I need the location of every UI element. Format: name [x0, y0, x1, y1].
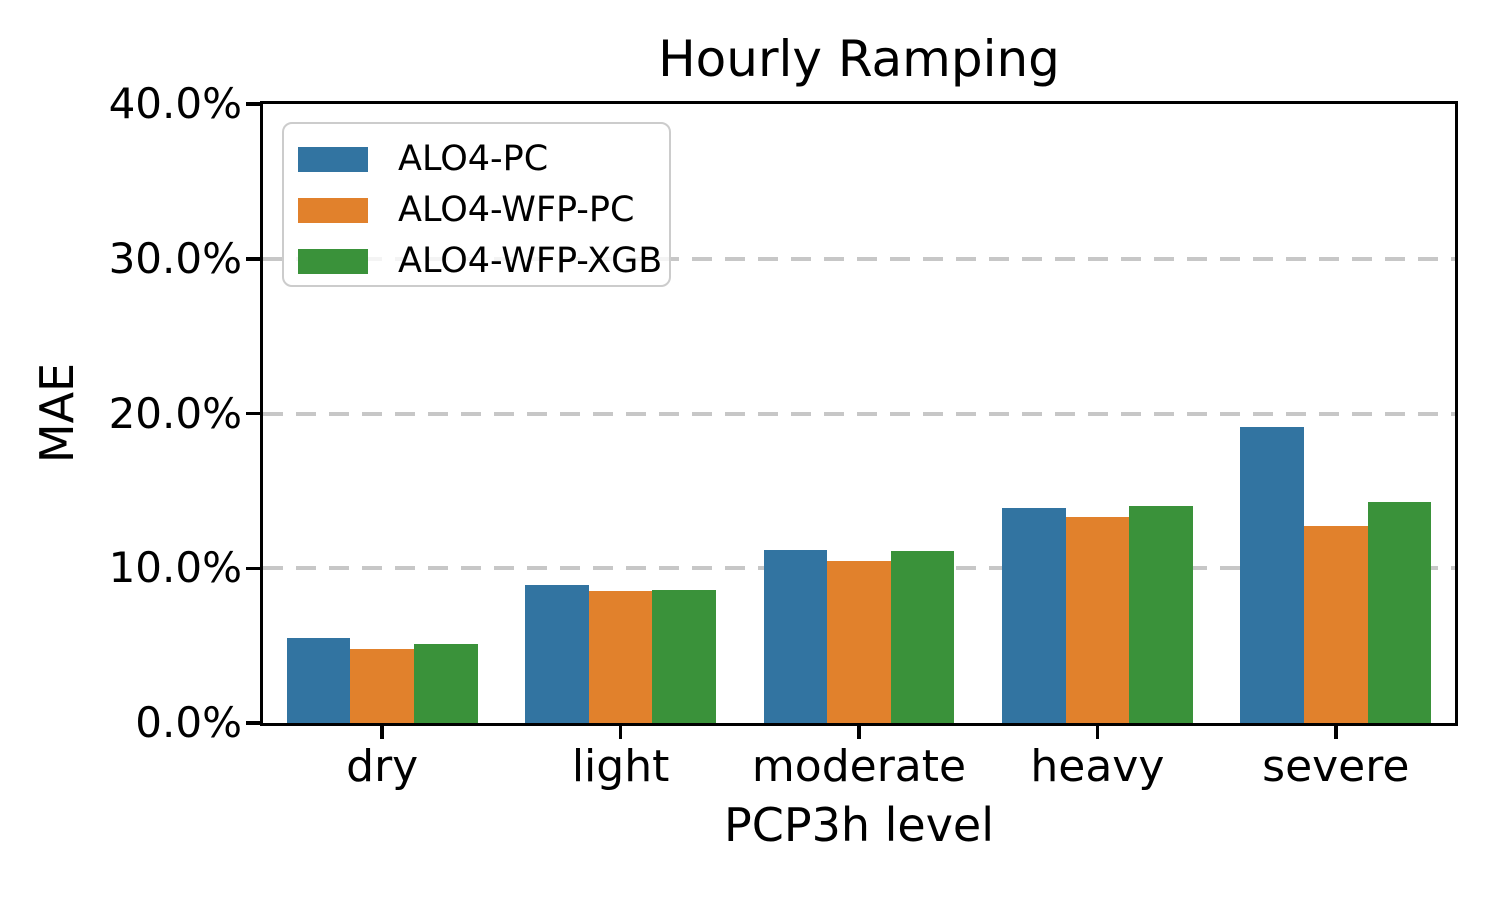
x-tick-mark-moderate — [857, 726, 861, 739]
y-tick-label-0: 0.0% — [135, 698, 242, 747]
bar-heavy-alo4-pc — [1002, 507, 1066, 723]
chart-title: Hourly Ramping — [658, 30, 1060, 88]
gridline-20 — [263, 411, 1455, 416]
gridline-30 — [263, 256, 1455, 261]
bar-light-alo4-wfp-xgb — [652, 589, 716, 723]
bar-heavy-alo4-wfp-xgb — [1129, 506, 1193, 723]
bar-severe-alo4-wfp-pc — [1304, 526, 1368, 723]
legend-item: ALO4-WFP-XGB — [298, 238, 669, 284]
bar-dry-alo4-wfp-pc — [350, 648, 414, 723]
legend-item: ALO4-PC — [298, 136, 669, 182]
y-tick-label-10: 10.0% — [108, 543, 242, 593]
bar-moderate-alo4-wfp-pc — [827, 560, 891, 723]
bar-light-alo4-wfp-pc — [588, 591, 653, 723]
legend-swatch-alo4-wfp-pc — [298, 197, 368, 223]
x-tick-mark-dry — [380, 726, 384, 739]
bar-dry-alo4-wfp-xgb — [413, 644, 478, 723]
legend-swatch-alo4-pc — [298, 146, 368, 172]
x-tick-label-heavy: heavy — [1030, 741, 1165, 792]
bar-light-alo4-pc — [525, 585, 589, 723]
legend-label: ALO4-WFP-XGB — [398, 240, 663, 281]
plot-area — [260, 101, 1458, 726]
y-tick-mark-0 — [246, 721, 260, 725]
y-tick-label-20: 20.0% — [108, 388, 242, 438]
x-tick-mark-heavy — [1095, 726, 1100, 739]
bar-dry-alo4-pc — [286, 637, 351, 723]
legend-swatch-alo4-wfp-xgb — [298, 248, 368, 274]
legend-label: ALO4-PC — [398, 138, 549, 179]
x-tick-mark-severe — [1334, 726, 1338, 739]
x-tick-label-severe: severe — [1262, 741, 1410, 792]
legend: ALO4-PC ALO4-WFP-PC ALO4-WFP-XGB — [282, 122, 671, 287]
y-tick-label-40: 40.0% — [108, 79, 242, 128]
legend-item: ALO4-WFP-PC — [298, 187, 669, 233]
bar-severe-alo4-pc — [1240, 427, 1304, 723]
x-tick-label-dry: dry — [346, 741, 419, 792]
y-tick-mark-40 — [246, 102, 260, 106]
x-axis-label: PCP3h level — [723, 798, 995, 852]
legend-label: ALO4-WFP-PC — [398, 189, 635, 230]
y-tick-mark-30 — [246, 257, 260, 261]
bar-severe-alo4-wfp-xgb — [1367, 501, 1432, 723]
y-tick-label-30: 30.0% — [108, 233, 242, 283]
bar-heavy-alo4-wfp-pc — [1065, 517, 1130, 723]
bar-moderate-alo4-pc — [763, 549, 828, 723]
y-tick-mark-20 — [246, 411, 260, 416]
x-tick-mark-light — [618, 726, 623, 739]
x-tick-label-moderate: moderate — [751, 741, 967, 792]
bar-moderate-alo4-wfp-xgb — [890, 551, 955, 723]
x-tick-label-light: light — [571, 741, 670, 792]
y-tick-mark-10 — [246, 566, 260, 570]
